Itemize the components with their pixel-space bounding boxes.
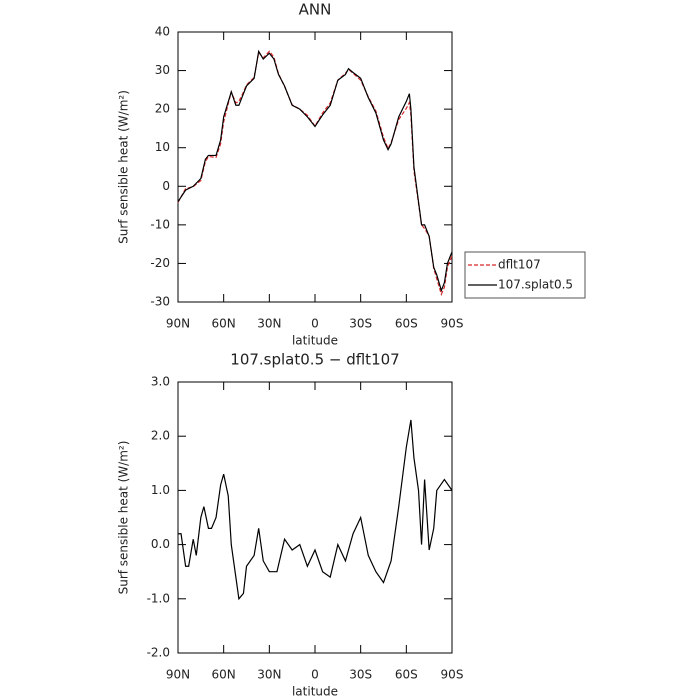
x-tick-label: 0 (311, 317, 319, 331)
x-axis-label: latitude (292, 334, 338, 348)
x-tick-label: 0 (311, 668, 319, 682)
y-tick-label: 0.0 (151, 537, 170, 551)
y-tick-label: -30 (150, 295, 170, 309)
data-line (178, 419, 453, 601)
x-tick-label: 60S (395, 317, 418, 331)
y-axis-label: Surf sensible heat (W/m²) (117, 441, 131, 595)
x-tick-label: 90N (166, 317, 190, 331)
y-tick-label: 2.0 (151, 429, 170, 443)
y-tick-label: 40 (155, 25, 170, 39)
x-tick-label: 90N (166, 668, 190, 682)
chart-title: 107.splat0.5 − dflt107 (230, 351, 399, 369)
x-tick-label: 90S (441, 317, 464, 331)
x-tick-label: 30S (349, 317, 372, 331)
y-tick-label: -20 (150, 256, 170, 270)
y-tick-label: -2.0 (147, 646, 170, 660)
x-tick-label: 30N (257, 317, 281, 331)
y-tick-label: 3.0 (151, 375, 170, 389)
y-tick-label: 20 (155, 102, 170, 116)
x-tick-label: 30N (257, 668, 281, 682)
y-tick-label: 10 (155, 140, 170, 154)
x-tick-label: 60S (395, 668, 418, 682)
x-tick-label: 60N (212, 317, 236, 331)
y-tick-label: 0 (162, 179, 170, 193)
x-tick-label: 90S (441, 668, 464, 682)
x-tick-label: 60N (212, 668, 236, 682)
chart-title: ANN (299, 1, 332, 19)
legend-label: dflt107 (498, 258, 541, 272)
plot-frame (177, 31, 453, 303)
data-line (177, 49, 453, 293)
legend-label: 107.splat0.5 (498, 278, 573, 292)
y-tick-label: 1.0 (151, 483, 170, 497)
y-tick-label: -10 (150, 217, 170, 231)
y-tick-label: 30 (155, 63, 170, 77)
data-line (177, 50, 453, 297)
legend-box (464, 251, 586, 299)
y-axis-label: Surf sensible heat (W/m²) (117, 90, 131, 244)
x-axis-label: latitude (292, 685, 338, 699)
x-tick-label: 30S (349, 668, 372, 682)
y-tick-label: -1.0 (147, 591, 170, 605)
